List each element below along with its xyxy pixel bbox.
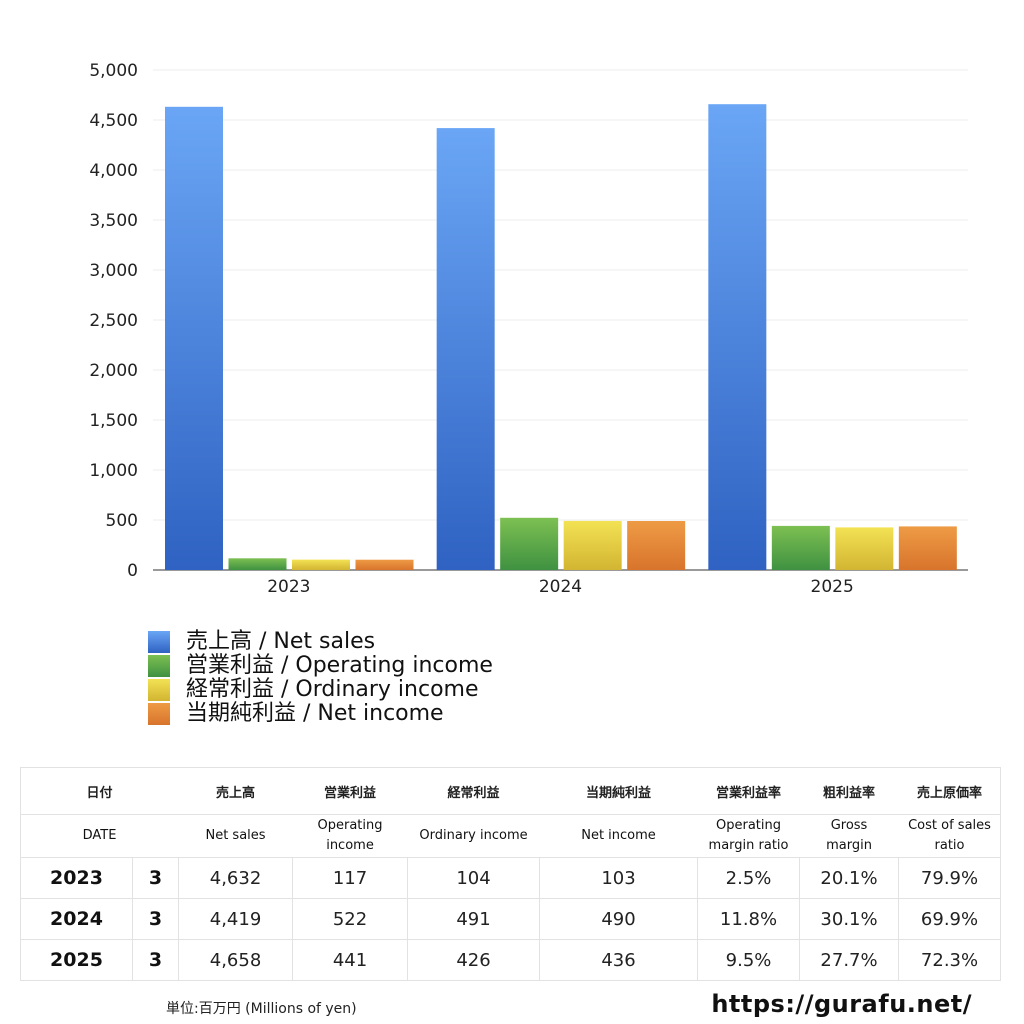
legend-item-ordinary-income: 経常利益 / Ordinary income — [148, 678, 493, 702]
unit-note: 単位:百万円 (Millions of yen) — [166, 1001, 357, 1017]
bar — [165, 106, 223, 571]
legend-label: 売上高 / Net sales — [186, 629, 376, 654]
x-tick-label: 2025 — [811, 577, 854, 597]
table-row: 2024 3 4,419 522 491 490 11.8% 30.1% 69.… — [20, 898, 1002, 940]
legend-swatch — [148, 703, 170, 725]
bar — [436, 128, 495, 570]
legend-label: 経常利益 / Ordinary income — [186, 677, 479, 702]
bar — [627, 521, 686, 570]
cell-year: 2025 — [20, 939, 133, 981]
cell-net-sales: 4,658 — [178, 939, 294, 981]
cell-operating-income: 117 — [292, 857, 409, 899]
cell-gross-margin: 30.1% — [799, 898, 900, 940]
y-tick-label: 0 — [127, 561, 138, 581]
cell-cost-ratio: 79.9% — [898, 857, 1002, 899]
header-date-jp: 日付 — [19, 767, 179, 815]
cell-operating-income: 522 — [292, 898, 409, 940]
bar-chart: 0 500 1,000 1,500 2,000 2,500 3,000 3,500 4,000 4… — [89, 61, 968, 597]
x-tick-label: 2023 — [267, 577, 310, 597]
cell-ordinary-income: 104 — [407, 857, 541, 899]
cell-cost-ratio: 69.9% — [898, 898, 1002, 940]
bar — [835, 527, 894, 570]
header-net-income-jp: 当期純利益 — [539, 767, 698, 815]
bar — [500, 517, 559, 570]
legend: 売上高 / Net sales 営業利益 / Operating income … — [148, 630, 493, 726]
cell-gross-margin: 27.7% — [799, 939, 900, 981]
header-net-sales-en: Net sales — [178, 814, 293, 858]
legend-item-net-sales: 売上高 / Net sales — [148, 630, 493, 654]
header-ordinary-income-jp: 経常利益 — [407, 767, 540, 815]
header-operating-income-jp: 営業利益 — [292, 767, 408, 815]
y-tick-label: 500 — [106, 511, 138, 531]
y-tick-label: 1,500 — [89, 411, 138, 431]
table-row: 2025 3 4,658 441 426 436 9.5% 27.7% 72.3… — [20, 939, 1002, 981]
y-tick-label: 4,500 — [89, 111, 138, 131]
table-header-jp: 日付 売上高 営業利益 経常利益 当期純利益 営業利益率 粗利益率 売上原価率 — [19, 767, 1002, 815]
cell-operating-margin: 9.5% — [697, 939, 801, 981]
bar — [292, 559, 350, 570]
legend-swatch — [148, 631, 170, 653]
legend-item-net-income: 当期純利益 / Net income — [148, 702, 493, 726]
cell-year: 2023 — [20, 857, 133, 899]
cell-year: 2024 — [20, 898, 133, 940]
bar — [563, 520, 622, 570]
header-operating-income-en: Operating income — [292, 814, 408, 858]
cell-ordinary-income: 426 — [407, 939, 541, 981]
cell-net-sales: 4,419 — [178, 898, 294, 940]
x-tick-label: 2024 — [539, 577, 582, 597]
header-operating-margin-en: Operating margin ratio — [697, 814, 800, 858]
cell-operating-margin: 2.5% — [697, 857, 801, 899]
cell-cost-ratio: 72.3% — [898, 939, 1002, 981]
legend-label: 営業利益 / Operating income — [186, 653, 493, 678]
bar — [228, 558, 287, 570]
y-tick-label: 5,000 — [89, 61, 138, 81]
y-tick-label: 2,000 — [89, 361, 138, 381]
legend-item-operating-income: 営業利益 / Operating income — [148, 654, 493, 678]
bar — [708, 104, 767, 570]
header-operating-margin-jp: 営業利益率 — [697, 767, 800, 815]
y-tick-label: 3,000 — [89, 261, 138, 281]
header-date-en: DATE — [19, 814, 179, 858]
financial-table: 日付 売上高 営業利益 経常利益 当期純利益 営業利益率 粗利益率 売上原価率 … — [19, 767, 1002, 981]
bar — [771, 525, 830, 570]
x-axis-ticks: 2023 2024 2025 — [267, 577, 854, 597]
cell-operating-margin: 11.8% — [697, 898, 801, 940]
cell-ordinary-income: 491 — [407, 898, 541, 940]
bar — [355, 559, 414, 570]
cell-month: 3 — [131, 939, 180, 981]
header-cost-ratio-jp: 売上原価率 — [898, 767, 1002, 815]
y-axis-ticks: 0 500 1,000 1,500 2,000 2,500 3,000 3,500 4,000 4… — [89, 61, 138, 581]
legend-swatch — [148, 655, 170, 677]
y-tick-label: 3,500 — [89, 211, 138, 231]
cell-net-income: 490 — [539, 898, 699, 940]
bar — [898, 526, 957, 570]
header-gross-margin-jp: 粗利益率 — [799, 767, 899, 815]
y-tick-label: 2,500 — [89, 311, 138, 331]
bars — [165, 104, 957, 571]
cell-month: 3 — [131, 857, 180, 899]
site-url: https://gurafu.net/ — [711, 990, 972, 1018]
cell-net-income: 103 — [539, 857, 699, 899]
cell-month: 3 — [131, 898, 180, 940]
table-header-en: DATE Net sales Operating income Ordinary … — [19, 814, 1002, 858]
header-cost-ratio-en: Cost of sales ratio — [898, 814, 1002, 858]
legend-label: 当期純利益 / Net income — [186, 701, 444, 726]
cell-gross-margin: 20.1% — [799, 857, 900, 899]
header-net-income-en: Net income — [539, 814, 698, 858]
cell-operating-income: 441 — [292, 939, 409, 981]
cell-net-income: 436 — [539, 939, 699, 981]
header-net-sales-jp: 売上高 — [178, 767, 293, 815]
header-ordinary-income-en: Ordinary income — [407, 814, 540, 858]
gridlines — [153, 69, 968, 571]
table-row: 2023 3 4,632 117 104 103 2.5% 20.1% 79.9… — [20, 857, 1002, 899]
cell-net-sales: 4,632 — [178, 857, 294, 899]
header-gross-margin-en: Gross margin — [799, 814, 899, 858]
y-tick-label: 4,000 — [89, 161, 138, 181]
y-tick-label: 1,000 — [89, 461, 138, 481]
legend-swatch — [148, 679, 170, 701]
